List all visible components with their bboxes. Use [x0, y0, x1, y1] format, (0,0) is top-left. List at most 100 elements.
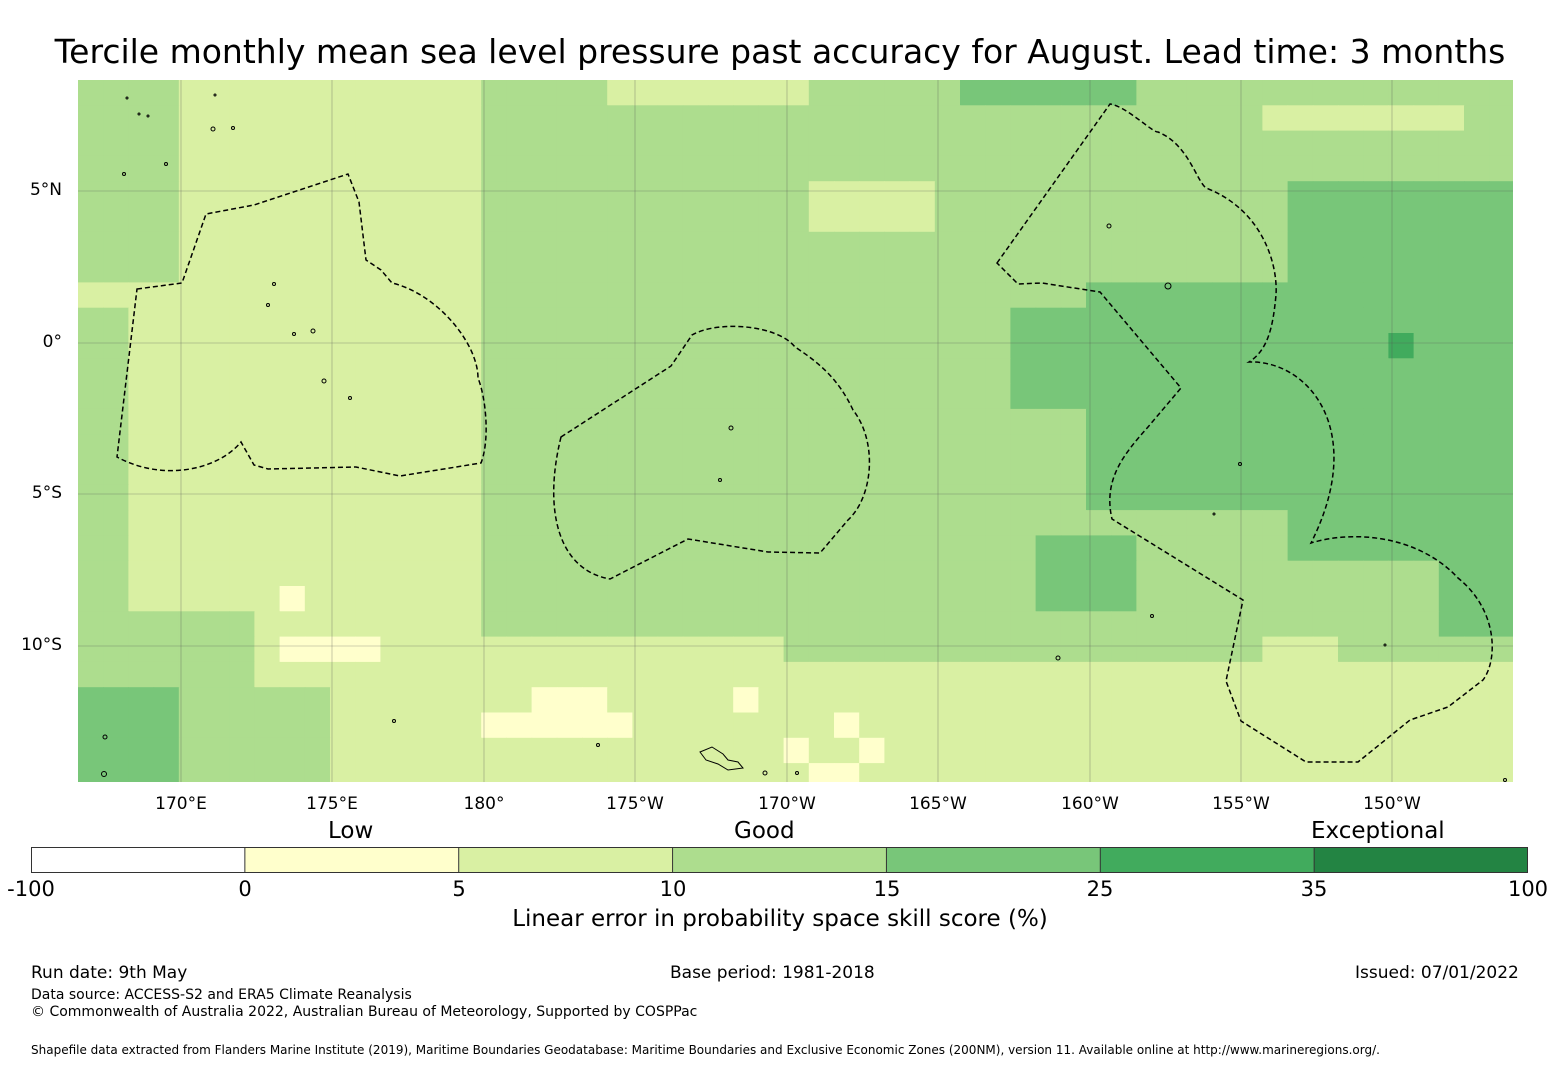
skill-cell: [934, 257, 961, 283]
skill-cell: [78, 737, 104, 764]
skill-cell: [834, 636, 860, 663]
skill-cell: [582, 459, 608, 486]
skill-cell: [1413, 687, 1440, 714]
skill-cell: [1363, 231, 1389, 258]
skill-cell: [1262, 484, 1289, 511]
skill-cell: [1338, 282, 1364, 309]
skill-cell: [254, 687, 281, 714]
skill-cell: [708, 586, 734, 612]
skill-cell: [960, 383, 986, 410]
skill-cell: [1111, 358, 1137, 385]
skill-cell: [834, 282, 860, 309]
lon-label-175w: 175°W: [606, 794, 664, 814]
skill-cell: [758, 383, 785, 410]
skill-cell: [1035, 130, 1062, 157]
skill-cell: [582, 181, 608, 208]
skill-cell: [481, 586, 507, 612]
skill-cell: [128, 231, 155, 258]
skill-cell: [1111, 408, 1137, 435]
skill-cell: [1010, 282, 1037, 309]
skill-cell: [985, 535, 1011, 562]
skill-cell: [1287, 459, 1314, 486]
skill-cell: [254, 560, 281, 587]
skill-cell: [1413, 636, 1440, 663]
skill-cell: [1086, 434, 1112, 461]
skill-cell: [1161, 661, 1188, 688]
skill-cell: [128, 206, 155, 233]
skill-cell: [985, 586, 1011, 612]
skill-cell: [1186, 586, 1213, 612]
skill-cell: [1489, 307, 1513, 334]
skill-cell: [682, 434, 709, 461]
skill-cell: [1086, 80, 1112, 106]
skill-cell: [859, 712, 885, 739]
skill-cell: [582, 383, 608, 410]
skill-cell: [582, 484, 608, 511]
skill-cell: [1010, 535, 1037, 562]
skill-cell: [1363, 510, 1389, 536]
skill-cell: [254, 510, 281, 536]
skill-cell: [531, 231, 558, 258]
skill-cell: [78, 434, 104, 461]
skill-cell: [1338, 611, 1364, 638]
skill-cell: [1212, 181, 1238, 208]
skill-cell: [1010, 510, 1037, 536]
skill-cell: [985, 80, 1011, 106]
skill-cell: [1237, 737, 1263, 764]
skill-cell: [229, 282, 255, 309]
skill-cell: [1312, 155, 1339, 182]
skill-cell: [1237, 333, 1263, 359]
skill-cell: [884, 333, 911, 359]
skill-cell: [1388, 155, 1415, 182]
skill-cell: [632, 763, 659, 782]
skill-cell: [556, 130, 583, 157]
skill-cell: [808, 206, 835, 233]
skill-cell: [430, 105, 457, 132]
skill-cell: [178, 155, 205, 182]
skill-cell: [1010, 408, 1037, 435]
skill-cell: [1086, 712, 1112, 739]
skill-cell: [178, 130, 205, 157]
skill-cell: [1035, 434, 1062, 461]
skill-cell: [304, 105, 331, 132]
skill-cell: [556, 206, 583, 233]
skill-cell: [1363, 737, 1389, 764]
skill-cell: [1489, 484, 1513, 511]
skill-cell: [1464, 737, 1490, 764]
skill-cell: [985, 130, 1011, 157]
skill-cell: [657, 282, 684, 309]
skill-cell: [808, 80, 835, 106]
skill-cell: [909, 535, 936, 562]
skill-cell: [1086, 510, 1112, 536]
skill-cell: [632, 712, 659, 739]
skill-cell: [153, 763, 180, 782]
skill-cell: [153, 510, 180, 536]
skill-cell: [531, 181, 558, 208]
skill-cell: [254, 80, 281, 106]
skill-cell: [708, 611, 734, 638]
legend-category-good: Good: [734, 818, 795, 844]
skill-cell: [506, 231, 533, 258]
skill-cell: [1338, 408, 1364, 435]
skill-cell: [733, 636, 759, 663]
skill-cell: [229, 358, 255, 385]
skill-cell: [1060, 535, 1087, 562]
lon-label-170w: 170°W: [758, 794, 816, 814]
skill-cell: [758, 333, 785, 359]
skill-cell: [304, 333, 331, 359]
skill-cell: [909, 282, 936, 309]
skill-cell: [632, 484, 659, 511]
skill-cell: [204, 611, 230, 638]
skill-cell: [204, 560, 230, 587]
skill-cell: [985, 358, 1011, 385]
skill-cell: [456, 181, 482, 208]
skill-cell: [506, 586, 533, 612]
skill-cell: [128, 383, 155, 410]
skill-cell: [758, 687, 785, 714]
skill-cell: [380, 231, 407, 258]
skill-cell: [808, 484, 835, 511]
skill-cell: [1438, 80, 1465, 106]
skill-cell: [1212, 231, 1238, 258]
skill-cell: [783, 586, 810, 612]
skill-cell: [934, 763, 961, 782]
